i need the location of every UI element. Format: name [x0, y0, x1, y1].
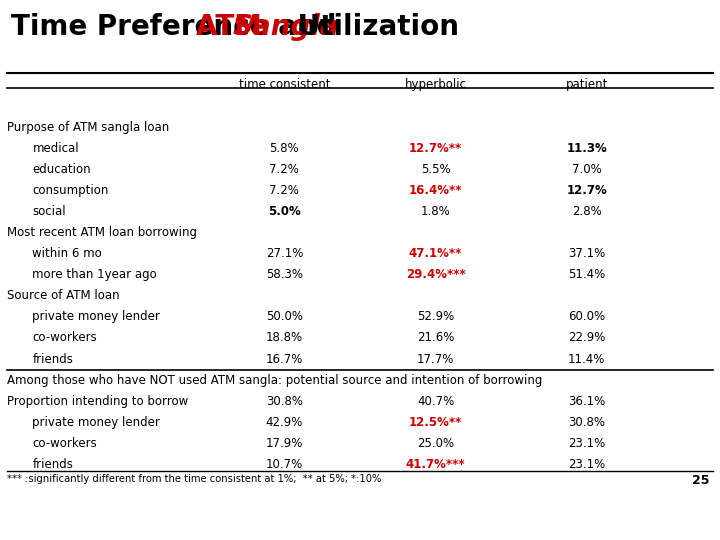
Text: 7.2%: 7.2% [269, 184, 300, 197]
Text: Purpose of ATM sangla loan: Purpose of ATM sangla loan [7, 120, 169, 133]
Text: friends: friends [32, 353, 73, 366]
Text: private money lender: private money lender [32, 310, 161, 323]
Text: consumption: consumption [32, 184, 109, 197]
Text: 37.1%: 37.1% [568, 247, 606, 260]
Text: 58.3%: 58.3% [266, 268, 303, 281]
Text: 7.0%: 7.0% [572, 163, 602, 176]
Text: *** :significantly different from the time consistent at 1%;  ** at 5%; *:10%: *** :significantly different from the ti… [7, 474, 382, 484]
Text: 30.8%: 30.8% [266, 395, 303, 408]
Text: 25.0%: 25.0% [417, 437, 454, 450]
Text: Source of ATM loan: Source of ATM loan [7, 289, 120, 302]
Text: 17.9%: 17.9% [266, 437, 303, 450]
Text: 11.4%: 11.4% [568, 353, 606, 366]
Text: 12.7%**: 12.7%** [409, 141, 462, 154]
Text: 2.8%: 2.8% [572, 205, 602, 218]
Text: 11.3%: 11.3% [567, 141, 607, 154]
Text: time consistent: time consistent [238, 78, 330, 91]
Text: 5.0%: 5.0% [268, 205, 301, 218]
Text: private money lender: private money lender [32, 416, 161, 429]
Text: 29.4%***: 29.4%*** [406, 268, 465, 281]
Text: 12.5%**: 12.5%** [409, 416, 462, 429]
Text: 27.1%: 27.1% [266, 247, 303, 260]
Text: 12.7%: 12.7% [567, 184, 607, 197]
Text: 16.4%**: 16.4%** [409, 184, 462, 197]
Text: co-workers: co-workers [32, 437, 97, 450]
Text: within 6 mo: within 6 mo [32, 247, 102, 260]
Text: Sangla: Sangla [233, 12, 339, 40]
Text: 41.7%***: 41.7%*** [406, 458, 465, 471]
Text: 23.1%: 23.1% [568, 458, 606, 471]
Text: Time Preference and: Time Preference and [11, 12, 346, 40]
Text: social: social [32, 205, 66, 218]
Text: 47.1%**: 47.1%** [409, 247, 462, 260]
Text: Most recent ATM loan borrowing: Most recent ATM loan borrowing [7, 226, 197, 239]
Text: Graduate School of Asia Pacific Studies, Waseda University: Graduate School of Asia Pacific Studies,… [196, 516, 524, 526]
Text: 17.7%: 17.7% [417, 353, 454, 366]
Text: medical: medical [32, 141, 79, 154]
Text: 5.8%: 5.8% [269, 141, 300, 154]
Text: 1.8%: 1.8% [420, 205, 451, 218]
Text: 21.6%: 21.6% [417, 332, 454, 345]
Text: ATM: ATM [196, 12, 271, 40]
Text: 22.9%: 22.9% [568, 332, 606, 345]
Text: 36.1%: 36.1% [568, 395, 606, 408]
Text: Proportion intending to borrow: Proportion intending to borrow [7, 395, 189, 408]
Text: 50.0%: 50.0% [266, 310, 303, 323]
Text: 42.9%: 42.9% [266, 416, 303, 429]
Text: hyperbolic: hyperbolic [405, 78, 467, 91]
Text: more than 1year ago: more than 1year ago [32, 268, 157, 281]
Text: Utilization: Utilization [288, 12, 459, 40]
Text: 60.0%: 60.0% [568, 310, 606, 323]
Text: 18.8%: 18.8% [266, 332, 303, 345]
Text: 52.9%: 52.9% [417, 310, 454, 323]
Text: 40.7%: 40.7% [417, 395, 454, 408]
Text: patient: patient [566, 78, 608, 91]
Text: education: education [32, 163, 91, 176]
Text: 51.4%: 51.4% [568, 268, 606, 281]
Text: Among those who have NOT used ATM sangla: potential source and intention of borr: Among those who have NOT used ATM sangla… [7, 374, 543, 387]
Text: 23.1%: 23.1% [568, 437, 606, 450]
Text: 30.8%: 30.8% [568, 416, 606, 429]
Text: 5.5%: 5.5% [420, 163, 451, 176]
Text: 7.2%: 7.2% [269, 163, 300, 176]
Text: friends: friends [32, 458, 73, 471]
Text: co-workers: co-workers [32, 332, 97, 345]
Text: 10.7%: 10.7% [266, 458, 303, 471]
Text: 16.7%: 16.7% [266, 353, 303, 366]
Text: 25: 25 [692, 474, 709, 487]
